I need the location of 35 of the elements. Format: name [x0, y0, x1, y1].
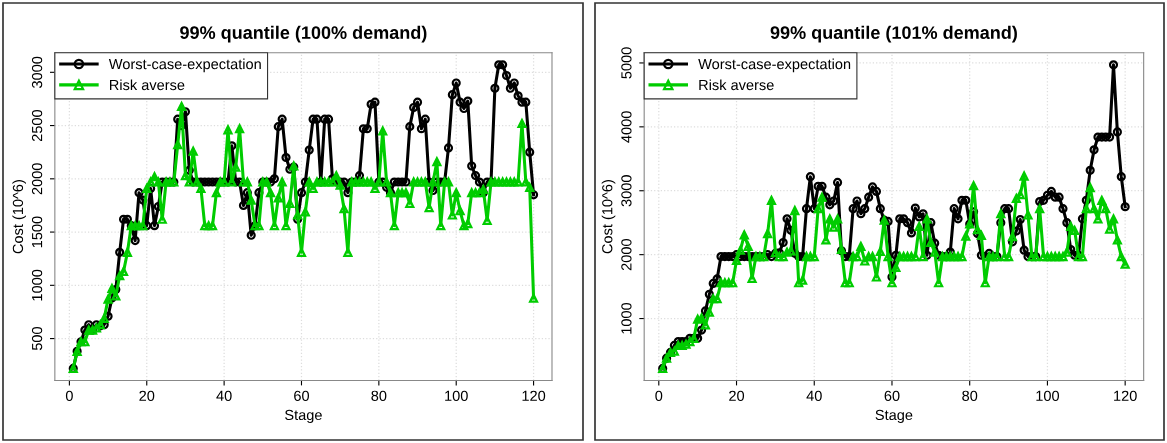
x-tick-label: 60	[294, 390, 310, 401]
x-tick-label: 120	[522, 390, 546, 401]
legend-label: Worst-case-expectation	[698, 58, 851, 73]
x-tick-label: 40	[216, 390, 232, 401]
x-tick-label: 0	[65, 390, 73, 401]
y-tick-label: 500	[31, 326, 43, 351]
y-tick-label: 1000	[621, 302, 632, 334]
x-tick-label: 80	[371, 390, 387, 401]
x-axis-title: Stage	[285, 409, 322, 423]
y-axis-title: Cost (10^6)	[601, 180, 616, 254]
x-axis-title: Stage	[875, 409, 913, 423]
y-tick-label: 2500	[31, 109, 43, 142]
legend-label: Risk averse	[699, 79, 774, 91]
x-tick-label: 40	[806, 390, 822, 401]
y-tick-label: 1500	[31, 216, 43, 248]
y-axis-title: Cost (10^6)	[12, 180, 26, 254]
chart-title: 99% quantile (101% demand)	[770, 25, 1017, 43]
y-tick-label: 2000	[621, 239, 632, 271]
x-tick-label: 20	[139, 390, 155, 401]
y-tick-label: 1000	[31, 269, 43, 301]
y-tick-label: 3000	[31, 56, 43, 88]
x-tick-label: 100	[1036, 390, 1060, 401]
y-tick-label: 4000	[621, 111, 632, 143]
x-tick-label: 120	[1114, 390, 1137, 401]
x-tick-label: 0	[655, 390, 663, 401]
x-tick-label: 100	[445, 390, 468, 401]
y-tick-label: 3000	[621, 175, 632, 207]
x-tick-label: 20	[729, 390, 745, 401]
x-tick-label: 60	[884, 390, 900, 401]
legend-label: Risk averse	[110, 79, 185, 91]
x-tick-label: 80	[962, 390, 978, 401]
legend-label: Worst-case-expectation	[108, 58, 261, 73]
y-tick-label: 2000	[31, 163, 43, 195]
y-tick-label: 5000	[621, 47, 632, 79]
chart-title: 99% quantile (100% demand)	[180, 25, 427, 43]
